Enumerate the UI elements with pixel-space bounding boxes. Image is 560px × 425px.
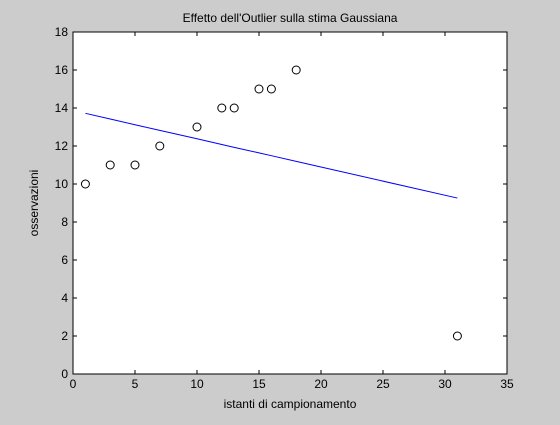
x-tick-label: 30 <box>438 377 452 391</box>
y-tick-label: 8 <box>61 215 68 229</box>
x-axis-label: istanti di campionamento <box>224 397 357 411</box>
data-point <box>80 179 90 189</box>
y-tick-label: 18 <box>55 25 69 39</box>
data-point <box>217 103 227 113</box>
data-points-layer <box>80 65 462 341</box>
y-tick-label: 0 <box>61 367 68 381</box>
fit-line <box>85 112 458 199</box>
y-tick-label: 16 <box>55 63 69 77</box>
x-tick-label: 25 <box>376 377 390 391</box>
x-tick-label: 5 <box>132 377 139 391</box>
data-point <box>452 331 462 341</box>
x-tick-label: 0 <box>70 377 77 391</box>
y-tick-label: 2 <box>61 329 68 343</box>
x-tick-label: 10 <box>190 377 204 391</box>
x-axis: 0 5 10 15 20 25 30 35 <box>70 32 514 391</box>
x-tick-label: 20 <box>314 377 328 391</box>
y-tick-label: 6 <box>61 253 68 267</box>
data-point <box>229 103 239 113</box>
data-point <box>105 160 115 170</box>
y-tick-label: 12 <box>55 139 69 153</box>
y-axis-label: osservazioni <box>27 170 41 237</box>
chart-title: Effetto dell'Outlier sulla stima Gaussia… <box>183 11 398 25</box>
data-point <box>266 84 276 94</box>
y-tick-label: 4 <box>61 291 68 305</box>
x-tick-label: 35 <box>500 377 514 391</box>
data-point <box>155 141 165 151</box>
fit-line-layer <box>85 112 458 199</box>
x-tick-label: 15 <box>252 377 266 391</box>
data-point <box>291 65 301 75</box>
y-axis: 0 2 4 6 8 10 12 14 16 18 <box>55 25 507 381</box>
y-tick-label: 10 <box>55 177 69 191</box>
data-point <box>130 160 140 170</box>
y-tick-label: 14 <box>55 101 69 115</box>
data-point <box>254 84 264 94</box>
plot-area <box>72 31 508 375</box>
data-point <box>192 122 202 132</box>
